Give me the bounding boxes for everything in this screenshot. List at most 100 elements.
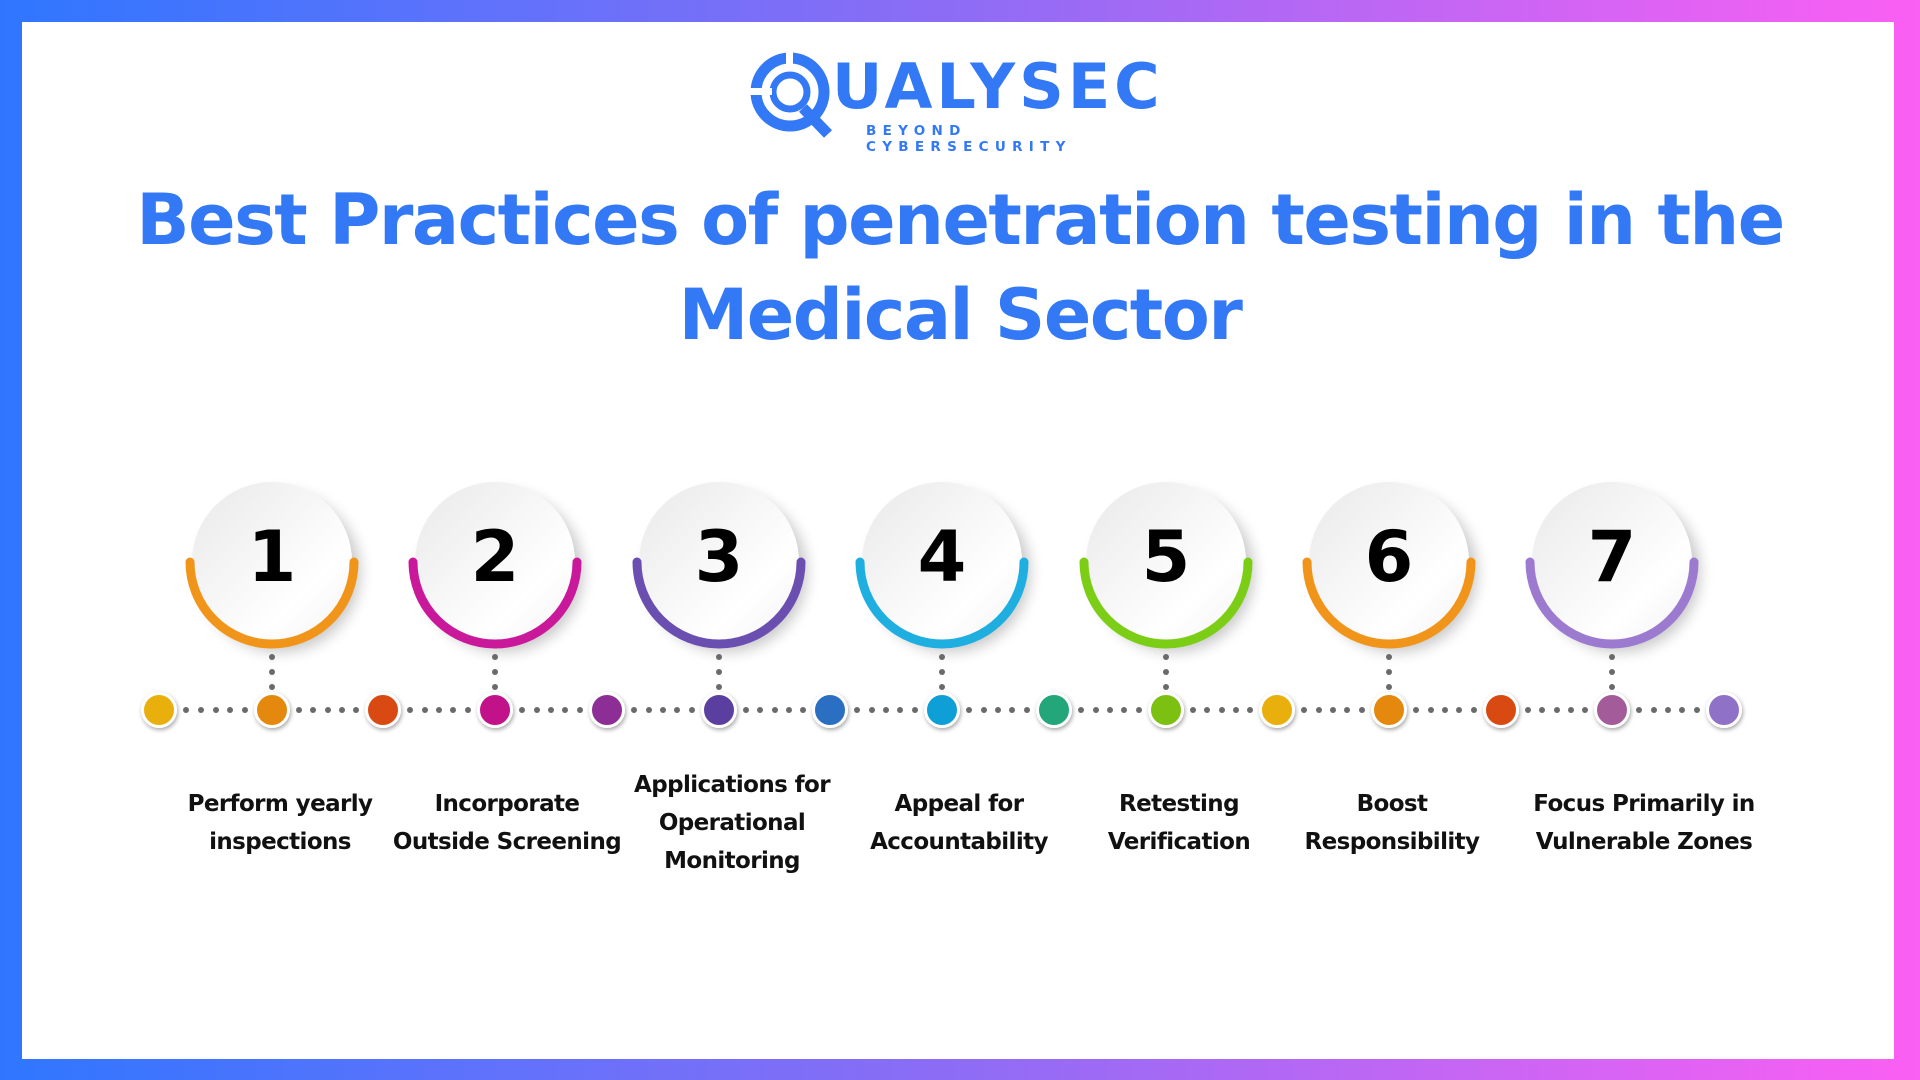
label-line: Incorporate <box>434 791 580 817</box>
connector-dot <box>1092 707 1099 713</box>
connector-dot <box>421 707 428 713</box>
step-number: 4 <box>917 516 967 598</box>
label-line: Accountability <box>870 829 1048 855</box>
label-line: Boost <box>1356 791 1428 817</box>
connector-dot <box>450 707 457 713</box>
step-2-label: Incorporate Outside Screening <box>387 785 627 861</box>
step-7-badge: 7 <box>1525 482 1699 649</box>
step-5-badge: 5 <box>1079 482 1253 649</box>
timeline-dot <box>1483 692 1519 728</box>
connector-dot <box>1204 707 1211 713</box>
vertical-connector-dot <box>1609 684 1615 690</box>
connector-dot <box>241 707 248 713</box>
timeline-dot <box>589 692 625 728</box>
step-3-badge: 3 <box>632 482 806 649</box>
vertical-connector-dot <box>492 684 498 690</box>
logo-tagline: BEYOND CYBERSECURITY <box>866 123 1072 155</box>
connector-dot <box>1553 707 1560 713</box>
vertical-connector-dot <box>1386 684 1392 690</box>
step-6-label: Boost Responsibility <box>1272 785 1512 861</box>
connector-dot <box>660 707 666 713</box>
connector-dot <box>1190 707 1197 713</box>
magnifier-q-icon <box>748 52 832 138</box>
connector-dot <box>966 707 973 713</box>
connector-dot <box>688 707 695 713</box>
connector-dot <box>1358 707 1365 713</box>
connector-dot <box>436 707 442 713</box>
connector-dot <box>576 707 583 713</box>
step-2-badge: 2 <box>408 482 582 649</box>
connector-dot <box>995 707 1001 713</box>
timeline-dot <box>924 692 960 728</box>
vertical-connector-dot <box>1609 669 1615 675</box>
connector-dot <box>799 707 806 713</box>
timeline-dot <box>477 692 513 728</box>
label-line: Responsibility <box>1304 829 1481 855</box>
connector-dot <box>1023 707 1030 713</box>
vertical-connector-dot <box>1609 654 1615 660</box>
connector-dot <box>310 707 317 713</box>
vertical-connector-dot <box>716 684 722 690</box>
connector-dot <box>785 707 792 713</box>
timeline-dot <box>365 692 401 728</box>
label-line: Appeal for <box>894 791 1024 817</box>
connector-dot <box>1456 707 1463 713</box>
vertical-connector-dot <box>1163 684 1169 690</box>
connector-dot <box>1427 707 1434 713</box>
step-number: 3 <box>694 516 744 598</box>
connector-dot <box>1301 707 1308 713</box>
connector-dot <box>1344 707 1351 713</box>
label-line: Retesting <box>1119 791 1240 817</box>
page-title-line-1: Best Practices of penetration testing in… <box>136 179 1785 261</box>
qualysec-logo: UALYSEC BEYOND CYBERSECURITY <box>748 48 1172 155</box>
label-line: Perform yearly <box>187 791 373 817</box>
vertical-connector-dot <box>1163 654 1169 660</box>
connector-dot <box>533 707 540 713</box>
connector-dot <box>1442 707 1448 713</box>
vertical-connector-dot <box>269 669 275 675</box>
step-number: 7 <box>1587 516 1637 598</box>
connector-dot <box>227 707 234 713</box>
vertical-connector-dot <box>269 684 275 690</box>
vertical-connector-dot <box>939 669 945 675</box>
step-1-label: Perform yearly inspections <box>160 785 400 861</box>
connector-dot <box>674 707 681 713</box>
connector-dot <box>562 707 569 713</box>
connector-dot <box>1693 707 1700 713</box>
label-line: inspections <box>209 829 351 855</box>
connector-dot <box>352 707 359 713</box>
page-title-line-2: Medical Sector <box>678 274 1243 356</box>
connector-dot <box>338 707 345 713</box>
step-4-label: Appeal for Accountability <box>839 785 1079 861</box>
connector-dot <box>324 707 331 713</box>
connector-dot <box>1218 707 1225 713</box>
connector-dot <box>1121 707 1128 713</box>
step-number: 5 <box>1141 516 1191 598</box>
connector-dot <box>854 707 861 713</box>
timeline-dot <box>1371 692 1407 728</box>
connector-dot <box>631 707 638 713</box>
connector-dot <box>1413 707 1420 713</box>
connector-dot <box>743 707 750 713</box>
timeline-dot <box>701 692 737 728</box>
timeline-dot <box>812 692 848 728</box>
connector-dot <box>1107 707 1113 713</box>
label-line: Operational <box>658 810 806 836</box>
connector-dot <box>771 707 778 713</box>
vertical-connector-dot <box>1386 669 1392 675</box>
connector-dot <box>1525 707 1532 713</box>
connector-dot <box>1232 707 1239 713</box>
connector-dot <box>1581 707 1588 713</box>
connector-dot <box>407 707 414 713</box>
connector-dot <box>1078 707 1085 713</box>
vertical-connector-dot <box>269 654 275 660</box>
label-line: Applications for <box>634 772 831 798</box>
timeline-dot <box>1148 692 1184 728</box>
vertical-connector-dot <box>716 654 722 660</box>
connector-dot <box>296 707 303 713</box>
vertical-connector-dot <box>939 684 945 690</box>
step-7-label: Focus Primarily in Vulnerable Zones <box>1524 785 1764 861</box>
label-line: Monitoring <box>664 848 800 874</box>
connector-dot <box>519 707 526 713</box>
connector-dot <box>464 707 471 713</box>
